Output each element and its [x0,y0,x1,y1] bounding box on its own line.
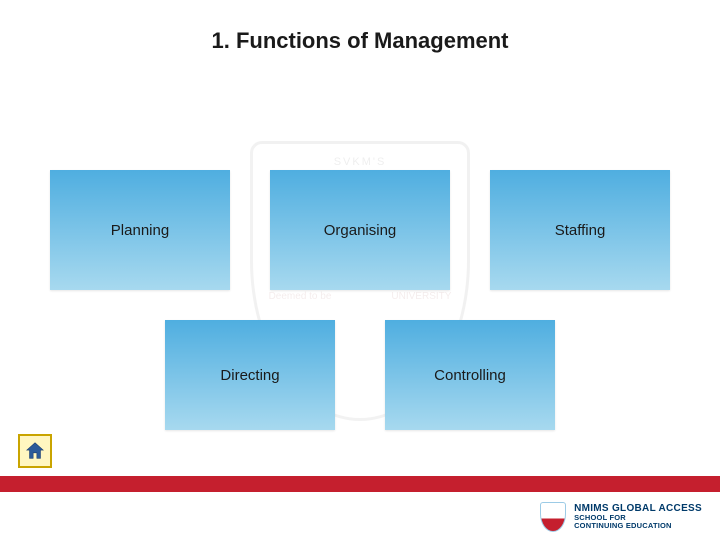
card-label: Staffing [555,222,606,239]
home-button[interactable] [18,434,52,468]
card-label: Directing [220,367,279,384]
card-directing: Directing [165,320,335,430]
card-label: Controlling [434,367,506,384]
card-label: Organising [324,222,397,239]
card-organising: Organising [270,170,450,290]
card-label: Planning [111,222,169,239]
footer-logo-text: NMIMS GLOBAL ACCESS SCHOOL FOR CONTINUIN… [574,504,702,530]
card-staffing: Staffing [490,170,670,290]
cards-row-2: Directing Controlling [0,320,720,430]
card-planning: Planning [50,170,230,290]
footer-bar [0,476,720,492]
card-controlling: Controlling [385,320,555,430]
cards-row-1: Planning Organising Staffing [50,170,670,290]
footer-logo-line3: CONTINUING EDUCATION [574,522,702,530]
footer-logo-shield-icon [540,502,566,532]
watermark-ribbon-left: Deemed to be [269,291,332,302]
slide-title: 1. Functions of Management [0,28,720,54]
home-icon [24,440,46,462]
watermark-ribbon-right: UNIVERSITY [391,291,451,302]
watermark-ribbon: Deemed to be UNIVERSITY [269,291,452,302]
watermark-top-text: SVKM'S [334,156,387,168]
slide: 1. Functions of Management SVKM'S NMIMS … [0,0,720,540]
footer-logo: NMIMS GLOBAL ACCESS SCHOOL FOR CONTINUIN… [540,502,702,532]
